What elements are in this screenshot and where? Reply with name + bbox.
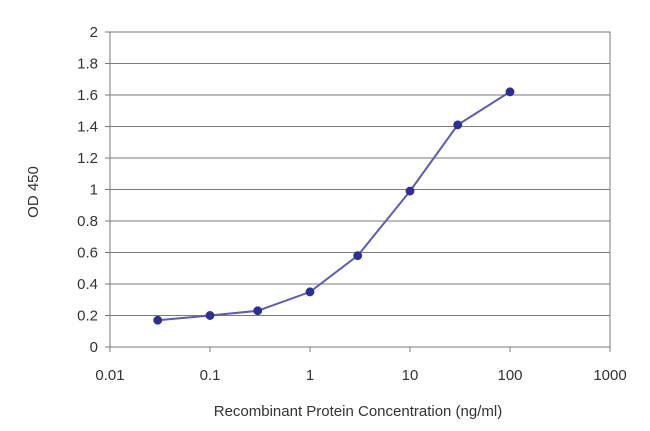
y-axis-title: OD 450 — [25, 166, 42, 218]
data-point — [453, 120, 463, 130]
y-tick-label: 1.4 — [77, 119, 98, 136]
x-tick-label: 1 — [306, 367, 314, 384]
data-point — [253, 306, 263, 316]
x-axis-title: Recombinant Protein Concentration (ng/ml… — [214, 403, 502, 420]
y-tick-label: 1.6 — [77, 87, 98, 104]
x-tick-label: 1000 — [593, 367, 626, 384]
series-line — [157, 90, 511, 322]
y-tick-label: 1.8 — [77, 56, 98, 73]
data-point — [505, 87, 515, 97]
y-tick-label: 0.8 — [77, 213, 98, 230]
data-point — [353, 251, 363, 261]
x-tick-label: 0.1 — [200, 367, 221, 384]
y-axis-ticks: 0 0.2 0.4 0.6 0.8 1 1.2 1.4 1.6 1.8 2 — [77, 24, 110, 356]
y-tick-label: 0.2 — [77, 308, 98, 325]
data-point — [405, 186, 415, 196]
x-tick-label: 10 — [402, 367, 419, 384]
x-axis-ticks: 0.01 0.1 1 10 100 1000 — [95, 347, 627, 384]
y-tick-label: 0.4 — [77, 276, 98, 293]
y-tick-label: 1.2 — [77, 150, 98, 167]
data-series — [153, 87, 515, 325]
data-point — [205, 311, 215, 320]
y-tick-label: 2 — [90, 24, 98, 41]
x-tick-label: 100 — [497, 367, 522, 384]
y-tick-label: 0 — [90, 339, 98, 356]
data-point — [305, 287, 315, 297]
y-gridlines — [110, 63, 610, 316]
x-tick-label: 0.01 — [95, 367, 124, 384]
data-point — [153, 315, 163, 325]
y-tick-label: 0.6 — [77, 245, 98, 262]
y-tick-label: 1 — [90, 182, 98, 199]
